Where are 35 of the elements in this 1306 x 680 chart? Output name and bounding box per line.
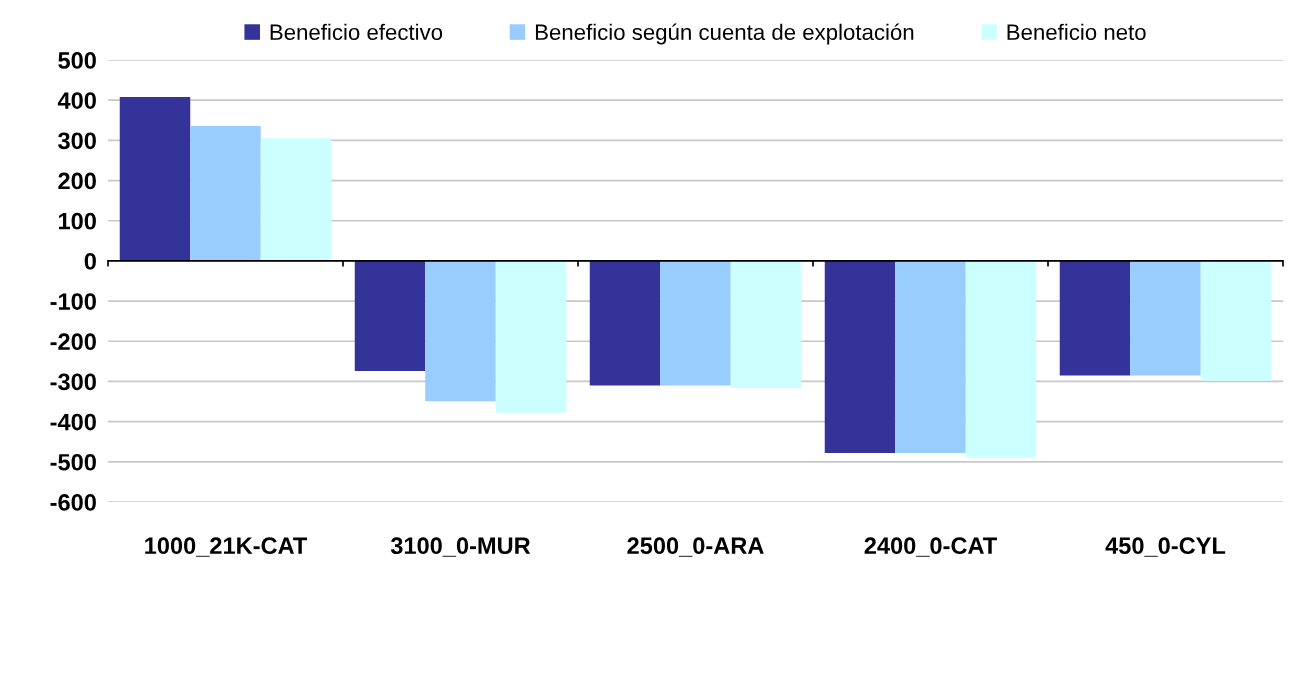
legend-label: Beneficio neto [1007,23,1146,41]
x-tick-label: 1000_21K-CAT [145,537,308,557]
x-tick-label: 2400_0-CAT [864,537,997,557]
bar [1130,260,1201,376]
bar [1059,260,1131,376]
legend-label: Beneficio según cuenta de explotación [535,23,914,45]
bar [354,260,426,372]
y-tick-label: 500 [58,52,96,69]
x-tick-label: 3100_0-MUR [390,537,531,557]
bar [495,260,567,413]
y-tick-label: 200 [58,172,96,190]
bar [895,260,966,453]
bar [730,260,802,388]
bar [425,260,496,402]
y-tick-label: -400 [50,413,96,431]
y-tick-label: -300 [50,373,96,391]
bar [1200,260,1272,381]
bar [260,138,332,261]
y-tick-label: 300 [58,132,96,150]
y-tick-label: -600 [50,494,96,511]
x-tick-label: 2500_0-ARA [627,537,764,557]
bar [119,96,191,261]
bar [824,260,896,453]
y-tick-label: 100 [58,212,96,230]
legend-label: Beneficio efectivo [270,23,443,41]
bar [965,260,1037,458]
bar [589,260,661,386]
y-tick-label: 400 [57,92,96,109]
x-tick-label: 450_0-CYL [1105,537,1226,557]
bar [660,260,731,386]
bar [190,125,261,261]
y-tick-label: -100 [50,293,96,310]
y-tick-label: -500 [50,453,96,471]
y-tick-label: 0 [84,252,96,270]
y-tick-label: -200 [50,333,96,351]
